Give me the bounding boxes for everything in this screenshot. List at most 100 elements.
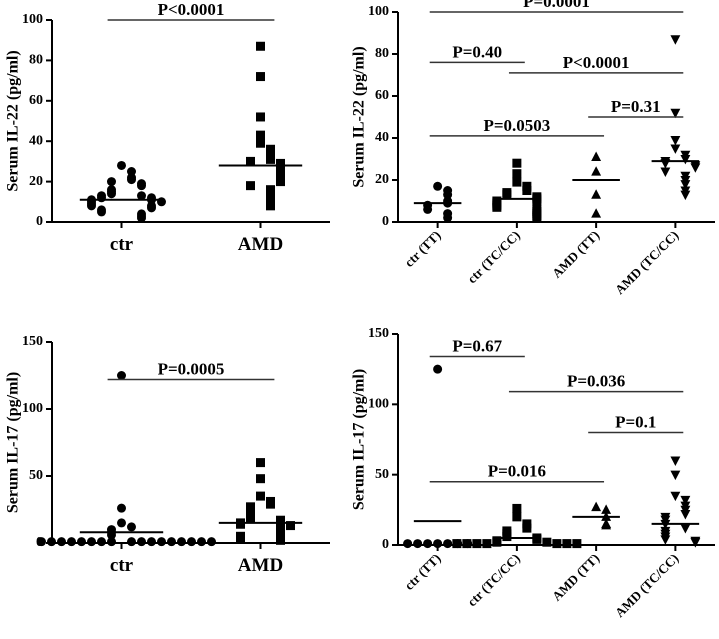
- data-point: [670, 108, 681, 119]
- p-value: P=0.016: [488, 462, 546, 481]
- data-point: [117, 518, 126, 528]
- data-point: [680, 524, 691, 534]
- data-point: [276, 535, 285, 545]
- p-value: P=0.0005: [158, 360, 225, 379]
- data-point: [591, 166, 602, 176]
- data-point: [97, 537, 106, 547]
- data-point: [177, 537, 186, 547]
- data-point: [502, 532, 512, 542]
- data-point: [37, 537, 46, 547]
- y-tick-label: 150: [368, 326, 389, 341]
- data-point: [266, 201, 275, 211]
- data-point: [207, 537, 216, 547]
- data-point: [266, 191, 275, 201]
- y-tick-label: 100: [368, 4, 389, 19]
- y-tick-label: 100: [22, 12, 43, 27]
- data-point: [532, 196, 542, 206]
- data-point: [286, 521, 295, 531]
- data-point: [670, 456, 681, 466]
- data-point: [256, 72, 265, 82]
- data-point: [690, 538, 701, 548]
- data-point: [256, 474, 265, 484]
- data-point: [670, 136, 681, 146]
- data-point: [246, 514, 255, 524]
- data-point: [670, 491, 681, 502]
- data-point: [680, 180, 691, 190]
- data-point: [127, 175, 136, 185]
- y-tick-label: 100: [22, 401, 43, 416]
- data-point: [433, 364, 443, 374]
- data-point: [107, 177, 116, 187]
- data-point: [413, 539, 423, 549]
- y-tick-label: 80: [375, 46, 389, 61]
- data-point: [117, 160, 126, 170]
- data-point: [256, 138, 265, 148]
- p-value: P=0.0001: [523, 0, 590, 11]
- data-point: [492, 202, 502, 212]
- y-tick-label: 40: [375, 130, 389, 145]
- data-point: [137, 537, 146, 547]
- data-point: [502, 190, 512, 200]
- data-point: [423, 204, 433, 214]
- data-point: [276, 517, 285, 527]
- data-point: [127, 522, 136, 532]
- data-point: [107, 537, 116, 547]
- data-point: [443, 539, 453, 549]
- p-value: P<0.0001: [158, 0, 225, 19]
- y-tick-label: 0: [382, 214, 389, 229]
- data-point: [443, 190, 453, 200]
- data-point: [266, 146, 275, 156]
- data-point: [197, 537, 206, 547]
- data-point: [97, 193, 106, 203]
- y-tick-label: 50: [29, 468, 43, 483]
- data-point: [97, 207, 106, 217]
- y-axis-label: Serum IL-17 (pg/ml): [351, 369, 368, 510]
- data-point: [591, 151, 602, 161]
- data-point: [147, 203, 156, 213]
- data-point: [87, 201, 96, 211]
- data-point: [67, 537, 76, 547]
- data-point: [512, 177, 522, 187]
- x-tick-label: ctr (TC/CC): [464, 551, 523, 610]
- data-point: [482, 539, 492, 549]
- p-value: P=0.036: [567, 372, 625, 391]
- data-point: [276, 177, 285, 187]
- data-point: [423, 539, 433, 549]
- data-point: [266, 499, 275, 509]
- data-point: [680, 190, 691, 201]
- x-tick-label: AMD (TC/CC): [612, 228, 682, 298]
- x-tick-label: AMD: [238, 555, 283, 576]
- data-point: [276, 529, 285, 539]
- y-tick-label: 50: [375, 467, 389, 482]
- data-point: [660, 535, 671, 545]
- data-point: [187, 537, 196, 547]
- data-point: [690, 163, 701, 173]
- data-point: [246, 156, 255, 166]
- data-point: [266, 185, 275, 195]
- y-tick-label: 60: [29, 93, 43, 108]
- data-point: [157, 537, 166, 547]
- data-point: [47, 537, 56, 547]
- data-point: [137, 191, 146, 201]
- data-point: [107, 189, 116, 199]
- data-point: [591, 501, 602, 512]
- data-point: [670, 144, 681, 154]
- data-point: [256, 491, 265, 501]
- data-point: [266, 154, 275, 164]
- x-tick-label: ctr (TT): [401, 551, 443, 593]
- y-axis-label: Serum IL-17 (pg/ml): [5, 372, 22, 513]
- data-point: [680, 154, 691, 165]
- data-point: [670, 470, 681, 481]
- data-point: [512, 169, 522, 179]
- data-point: [77, 537, 86, 547]
- data-point: [117, 371, 126, 380]
- data-point: [472, 539, 482, 549]
- data-point: [127, 537, 136, 547]
- y-tick-label: 40: [29, 133, 43, 148]
- data-point: [562, 539, 572, 549]
- data-point: [236, 519, 245, 529]
- y-tick-label: 0: [36, 214, 43, 229]
- x-tick-label: AMD (TT): [549, 228, 602, 281]
- data-point: [433, 539, 443, 549]
